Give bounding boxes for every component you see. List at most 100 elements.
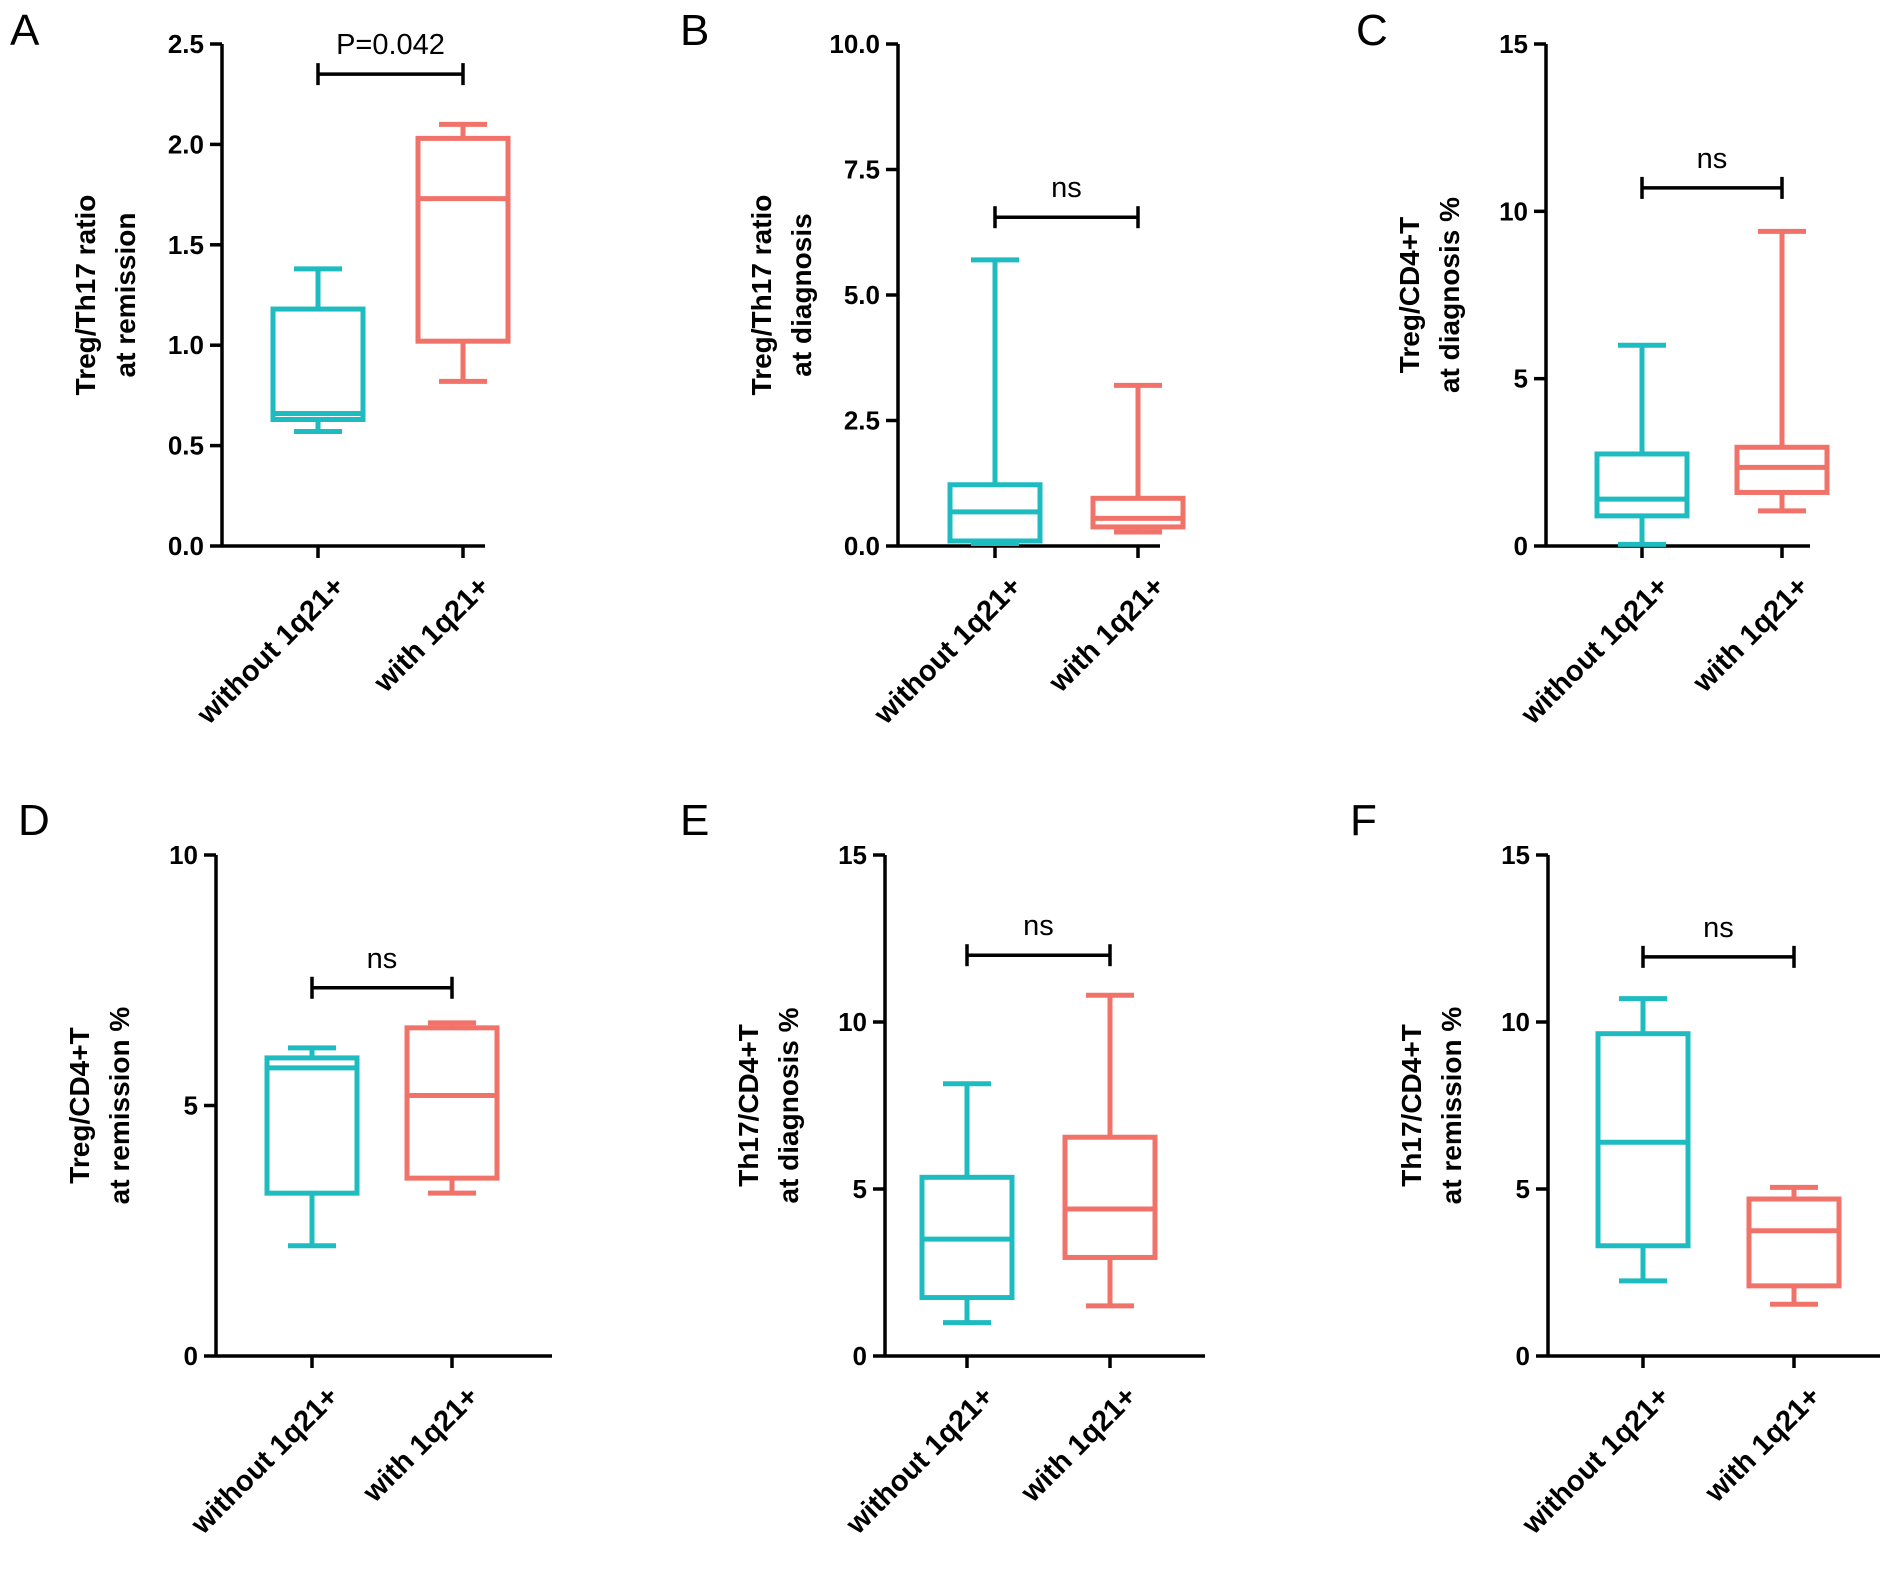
x-tick-label-group: without 1q21+: [839, 1380, 1000, 1541]
x-tick-label-group: without 1q21+: [190, 570, 351, 731]
y-label-line-2: at diagnosis %: [1434, 197, 1465, 393]
box-with-1q21: [1734, 228, 1830, 514]
panel-b: B 0.0 2.5 5.0 7.5 10.0 Treg/Th17 ratio at diagn…: [680, 6, 1186, 731]
y-label-line-2: at remission %: [104, 1007, 135, 1205]
x-tick-label-group: with 1q21+: [1014, 1380, 1143, 1509]
box-with-1q21: [404, 1020, 500, 1196]
y-tick-label: 7.5: [844, 155, 880, 185]
y-label-line-2: at diagnosis: [786, 213, 817, 376]
x-tick-label: without 1q21+: [190, 570, 351, 731]
y-axis-label: Treg/CD4+T at remission %: [64, 1007, 135, 1205]
y-tick-label: 15: [838, 840, 867, 870]
y-tick-label: 1.5: [168, 230, 204, 260]
y-label-line-1: Th17/CD4+T: [733, 1024, 764, 1187]
panel-c: C 0 5 10 15 Treg/CD4+T at diagnosis % without 1…: [1356, 6, 1830, 731]
iqr-box: [1734, 444, 1830, 495]
x-tick-label-group: with 1q21+: [1686, 570, 1815, 699]
y-axis-label: Treg/Th17 ratio at remission: [70, 195, 141, 396]
y-axis-label: Treg/CD4+T at diagnosis %: [1394, 197, 1465, 393]
x-tick-label: with 1q21+: [1698, 1380, 1827, 1509]
significance-label: ns: [1051, 172, 1082, 204]
y-tick-label: 2.5: [844, 406, 880, 436]
x-tick-label: without 1q21+: [867, 570, 1028, 731]
iqr-box: [1062, 1134, 1158, 1260]
iqr-box: [270, 306, 366, 422]
y-tick-label: 5: [184, 1091, 198, 1121]
iqr-box: [1594, 451, 1690, 519]
y-tick-label: 10: [169, 840, 198, 870]
significance-label: P=0.042: [336, 29, 445, 61]
significance-bracket: ns: [310, 943, 454, 999]
box-without-1q21: [1594, 342, 1690, 547]
significance-label: ns: [367, 943, 398, 975]
panel-a: A 0.0 0.5 1.0 1.5 2.0 2.5 Treg/Th17 ratio at rem…: [10, 6, 511, 731]
y-tick-label: 0: [184, 1341, 198, 1371]
x-tick-label-group: without 1q21+: [1514, 570, 1675, 731]
y-tick-label: 5: [1514, 364, 1528, 394]
x-tick-label: with 1q21+: [356, 1380, 485, 1509]
x-tick-label-group: without 1q21+: [867, 570, 1028, 731]
iqr-box: [1595, 1031, 1691, 1249]
box-without-1q21: [947, 257, 1043, 546]
y-label-line-1: Th17/CD4+T: [1396, 1024, 1427, 1187]
iqr-box: [1090, 495, 1186, 530]
x-tick-label-group: with 1q21+: [367, 570, 496, 699]
y-label-line-2: at remission: [110, 213, 141, 378]
x-tick-label-group: with 1q21+: [1042, 570, 1171, 699]
x-tick-label-group: with 1q21+: [356, 1380, 485, 1509]
iqr-box: [404, 1025, 500, 1181]
y-label-line-1: Treg/Th17 ratio: [746, 195, 777, 396]
x-tick-label: with 1q21+: [1014, 1380, 1143, 1509]
significance-bracket: ns: [1641, 912, 1796, 968]
panel-letter: A: [10, 6, 40, 55]
y-tick-label: 15: [1499, 29, 1528, 59]
x-tick-label: without 1q21+: [1514, 570, 1675, 731]
y-tick-label: 5.0: [844, 280, 880, 310]
iqr-box: [415, 135, 511, 344]
box-without-1q21: [264, 1045, 360, 1249]
y-tick-label: 0: [1516, 1341, 1530, 1371]
panel-letter: F: [1350, 796, 1377, 845]
y-tick-label: 2.5: [168, 29, 204, 59]
x-tick-label: without 1q21+: [839, 1380, 1000, 1541]
y-tick-label: 0.5: [168, 431, 204, 461]
y-label-line-1: Treg/CD4+T: [64, 1027, 95, 1183]
y-tick-label: 0.0: [844, 531, 880, 561]
y-axis-label: Th17/CD4+T at remission %: [1396, 1007, 1467, 1205]
y-tick-label: 0: [853, 1341, 867, 1371]
x-tick-label: with 1q21+: [1686, 570, 1815, 699]
panel-letter: D: [18, 796, 50, 845]
panel-letter: C: [1356, 6, 1388, 55]
box-without-1q21: [919, 1081, 1015, 1326]
y-label-line-1: Treg/Th17 ratio: [70, 195, 101, 396]
iqr-box: [1746, 1196, 1842, 1289]
significance-bracket: ns: [1640, 143, 1784, 199]
panel-f: F 0 5 10 15 Th17/CD4+T at remission % without 1…: [1350, 796, 1880, 1541]
panel-d: D 0 5 10 Treg/CD4+T at remission % without 1q2…: [18, 796, 552, 1541]
panel-e: E 0 5 10 15 Th17/CD4+T at diagnosis % without 1…: [680, 796, 1205, 1541]
significance-bracket: P=0.042: [316, 29, 465, 86]
x-tick-label-group: without 1q21+: [1515, 1380, 1676, 1541]
box-with-1q21: [1062, 992, 1158, 1309]
box-with-1q21: [1090, 382, 1186, 535]
x-tick-label-group: with 1q21+: [1698, 1380, 1827, 1509]
significance-label: ns: [1697, 143, 1728, 175]
x-tick-label: with 1q21+: [1042, 570, 1171, 699]
y-axis-label: Treg/Th17 ratio at diagnosis: [746, 195, 817, 396]
significance-bracket: ns: [993, 172, 1140, 229]
box-without-1q21: [1595, 996, 1691, 1284]
panel-letter: B: [680, 6, 709, 55]
y-tick-label: 5: [853, 1174, 867, 1204]
y-tick-label: 1.0: [168, 330, 204, 360]
y-label-line-2: at remission %: [1436, 1007, 1467, 1205]
box-without-1q21: [270, 266, 366, 435]
y-tick-label: 10: [838, 1007, 867, 1037]
significance-bracket: ns: [965, 910, 1112, 967]
y-tick-label: 10: [1501, 1007, 1530, 1037]
y-tick-label: 10: [1499, 196, 1528, 226]
y-tick-label: 0: [1514, 531, 1528, 561]
y-axis-label: Th17/CD4+T at diagnosis %: [733, 1007, 804, 1203]
box-with-1q21: [1746, 1184, 1842, 1307]
x-tick-label: without 1q21+: [184, 1380, 345, 1541]
